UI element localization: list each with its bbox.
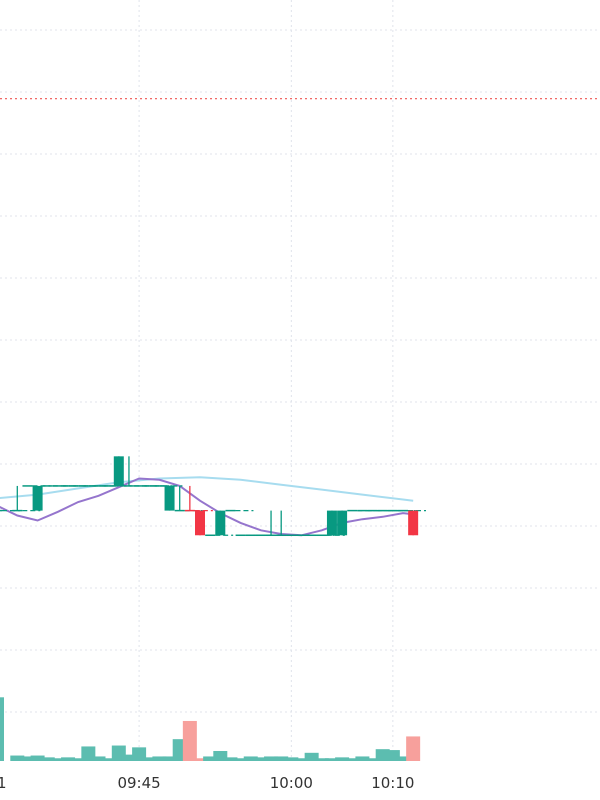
volume-bar [406, 736, 421, 761]
volume-bar [345, 758, 360, 761]
candle [164, 485, 175, 511]
volume-bar [294, 758, 309, 761]
volume-bar [162, 756, 177, 761]
volume-bar [253, 757, 268, 761]
volume-bar [142, 757, 157, 761]
candle [32, 485, 43, 511]
volume-bar [233, 758, 248, 761]
x-tick-label: 31 [0, 774, 7, 792]
volume-bar [10, 755, 25, 761]
candle-body [113, 456, 124, 486]
volume-bar [365, 758, 380, 761]
volume-bar [335, 757, 350, 761]
volume-bar [152, 756, 167, 761]
volume-bar [20, 756, 35, 761]
candle [408, 510, 419, 536]
volume-bar [375, 749, 390, 761]
volume-bar [121, 754, 136, 761]
volume-bar [40, 757, 55, 761]
volume-bar [50, 758, 65, 761]
candle-body [215, 510, 226, 536]
candle [113, 456, 124, 486]
candle [12, 485, 41, 512]
volume-bar [385, 750, 400, 761]
candle [326, 510, 337, 536]
volume-bar [355, 756, 370, 761]
candle-body [195, 510, 205, 536]
volume-bar [243, 756, 258, 761]
volume-bar [30, 755, 45, 761]
x-tick-label: 10:00 [270, 774, 313, 792]
candle-body [337, 510, 348, 536]
volume-bar [193, 758, 207, 761]
volume-bar [101, 758, 116, 761]
candles [0, 456, 426, 537]
candle [276, 510, 305, 537]
candle-body [326, 510, 337, 536]
volume-bar [264, 756, 279, 761]
volume-bar [284, 757, 299, 761]
x-tick-label: 10:10 [371, 774, 414, 792]
x-axis: 31 09:45 10:00 10:10 [0, 774, 414, 792]
volume-bar [314, 758, 329, 761]
candle-body [408, 510, 419, 536]
volume-bar [71, 758, 86, 761]
volume-bars [0, 697, 421, 761]
moving-average-lines [0, 476, 414, 537]
volume-bar [304, 752, 319, 761]
volume-bar [61, 757, 76, 761]
candle [215, 510, 226, 536]
volume-bar [91, 756, 106, 761]
volume-bar [274, 756, 289, 761]
volume-bar [396, 756, 410, 761]
volume-bar [324, 758, 339, 761]
candle [195, 510, 205, 536]
volume-bar [213, 750, 228, 761]
x-tick-label: 09:45 [117, 774, 160, 792]
volume-bar [203, 756, 218, 761]
ma-slow-line [0, 476, 414, 502]
candle-body [32, 485, 43, 511]
volume-bar [182, 720, 197, 761]
grid-layer [0, 0, 600, 761]
candle [337, 510, 348, 536]
volume-bar [223, 757, 238, 761]
candle-body [164, 485, 175, 511]
candle [174, 485, 203, 512]
ma-fast-line [0, 477, 414, 537]
volume-bar [0, 697, 4, 761]
